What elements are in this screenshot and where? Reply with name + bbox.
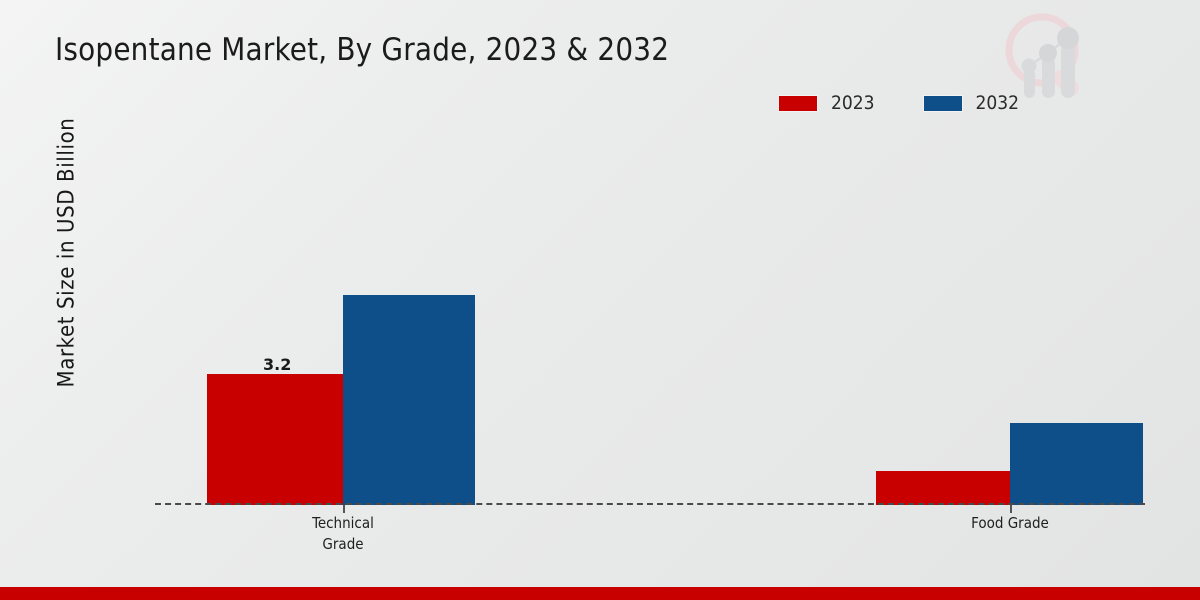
magnifier-ring-icon xyxy=(1005,13,1079,96)
bar-technical-grade-2032[interactable] xyxy=(343,295,475,505)
x-axis-tick-label-technical-grade: Technical Grade xyxy=(312,514,374,553)
bar-technical-grade-2023[interactable] xyxy=(207,374,343,505)
x-axis-tick-food-grade xyxy=(1010,505,1012,513)
legend-swatch-2023 xyxy=(778,94,818,112)
legend-label-2032: 2032 xyxy=(975,92,1020,114)
bar-value-technical-grade-2023: 3.2 xyxy=(263,355,292,374)
plot-area: 3.2 Technical Grade Food Grade xyxy=(155,140,1145,553)
x-axis-line xyxy=(155,503,1145,505)
legend-swatch-2032 xyxy=(922,94,963,112)
bar-chart-icon xyxy=(1021,27,1079,98)
chart-legend: 2023 2032 xyxy=(778,92,1019,114)
legend-item-2032[interactable]: 2032 xyxy=(922,92,1020,114)
x-axis-tick-label-food-grade: Food Grade xyxy=(971,514,1049,532)
bar-food-grade-2023[interactable] xyxy=(876,471,1010,505)
y-axis-label: Market Size in USD Billion xyxy=(54,117,80,388)
legend-item-2023[interactable]: 2023 xyxy=(778,92,875,114)
x-axis-tick-technical-grade xyxy=(343,505,345,513)
footer-accent-bar xyxy=(0,587,1200,600)
bar-food-grade-2032[interactable] xyxy=(1010,423,1143,505)
legend-label-2023: 2023 xyxy=(831,92,875,114)
page-title: Isopentane Market, By Grade, 2023 & 2032 xyxy=(55,32,670,68)
